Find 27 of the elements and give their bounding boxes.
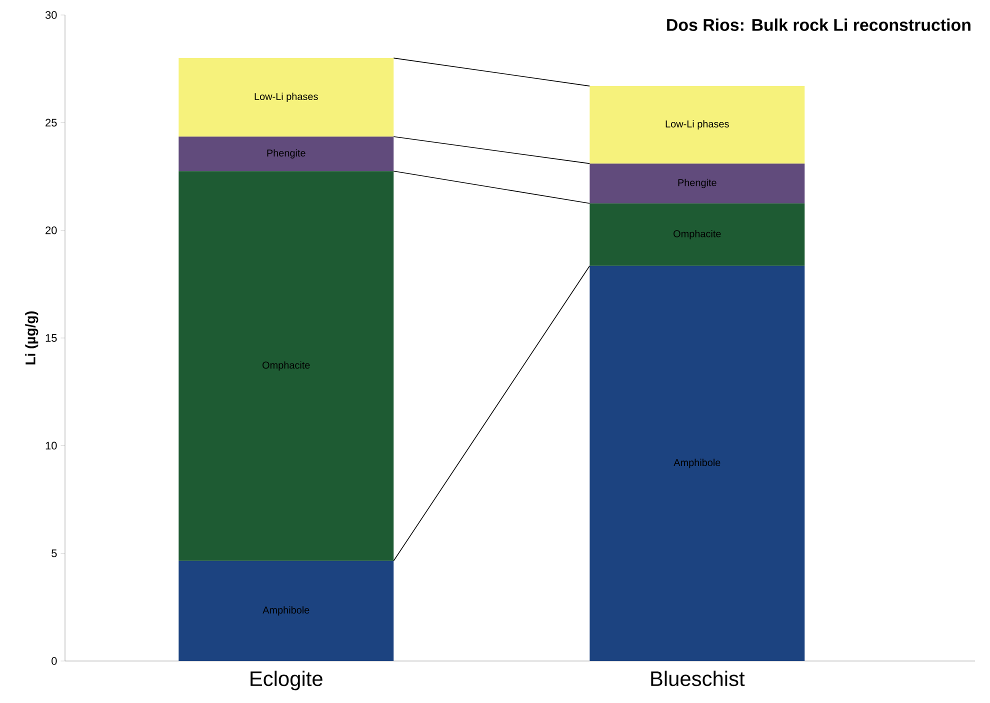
series-label: Omphacite (674, 230, 721, 240)
bar (590, 203, 805, 266)
bar (178, 171, 394, 561)
text: Low-Li phases (254, 92, 318, 102)
y-tick-label: 25 (46, 118, 57, 127)
y-tick-label: 30 (45, 11, 57, 19)
x-tick-label: Eclogite (250, 670, 322, 690)
series-label: Amphibole (262, 606, 310, 616)
y-tick-label: 0 (52, 657, 57, 665)
series-label: Low-Li phases (666, 120, 729, 130)
y-tick-label: 15 (46, 334, 57, 342)
bar (590, 86, 805, 164)
text: Omphacite (262, 361, 310, 371)
bar (178, 136, 394, 172)
bar (178, 58, 394, 137)
y-axis-title: Li (µg/g) (25, 311, 38, 364)
bar (590, 266, 805, 661)
y-tick-label: 20 (46, 226, 57, 234)
bar (590, 164, 805, 204)
series-label: Phengite (267, 149, 306, 159)
y-tick-label: 5 (52, 550, 57, 558)
chart-title: Dos Rios: Bulk rock Li reconstruction (667, 18, 970, 31)
y-tick-label: 10 (46, 442, 57, 450)
text: Amphibole (674, 458, 720, 468)
x-tick-label: Blueschist (651, 670, 745, 686)
text: Phengite (678, 178, 716, 188)
bar (178, 560, 394, 661)
